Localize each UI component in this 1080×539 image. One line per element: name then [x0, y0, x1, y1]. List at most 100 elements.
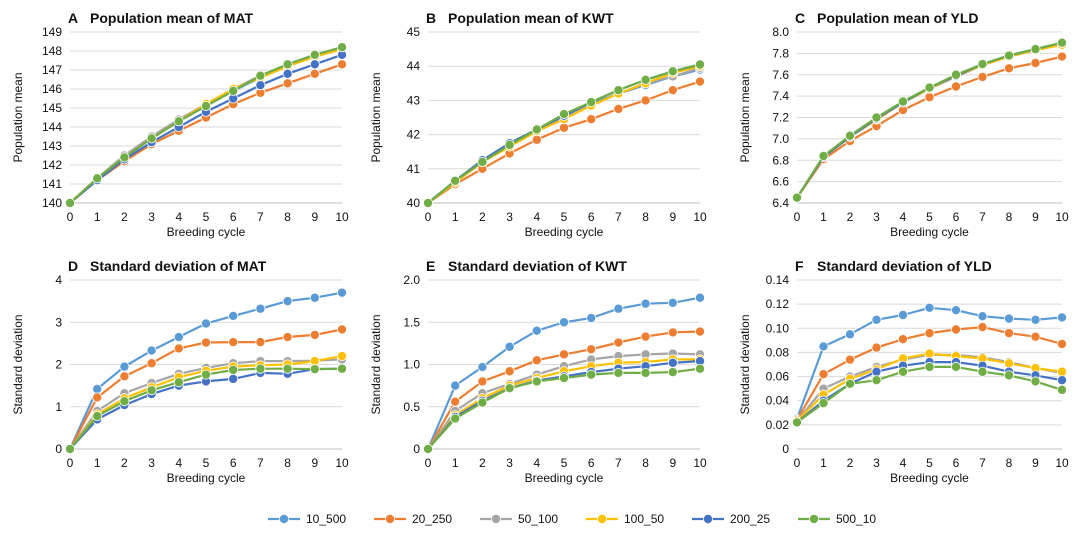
data-point-500_10 — [309, 49, 320, 60]
data-point-500_10 — [422, 197, 433, 208]
x-tick-label: 6 — [588, 456, 595, 470]
data-point-500_10 — [477, 397, 488, 408]
y-tick-label: 4 — [55, 273, 62, 287]
x-tick-label: 8 — [642, 456, 649, 470]
data-point-500_10 — [336, 363, 347, 374]
series-line-10_500 — [69, 48, 343, 204]
data-point-10_500 — [504, 341, 515, 352]
y-tick-label: 0 — [413, 442, 420, 456]
y-tick-label: 7.6 — [772, 68, 789, 82]
x-tick-label: 5 — [561, 456, 568, 470]
data-point-100_50 — [1004, 358, 1015, 369]
data-point-100_50 — [336, 351, 347, 362]
data-point-20_250 — [640, 95, 651, 106]
data-point-500_10 — [173, 377, 184, 388]
x-tick-label: 6 — [953, 210, 960, 224]
y-tick-label: 42 — [407, 128, 421, 142]
y-tick-label: 1.5 — [403, 315, 420, 329]
x-tick-label: 0 — [67, 210, 74, 224]
data-point-100_50 — [1057, 366, 1068, 377]
x-tick-label: 0 — [425, 210, 432, 224]
x-tick-label: 2 — [121, 210, 128, 224]
series-line-500_10 — [69, 46, 343, 204]
y-tick-label: 8.0 — [772, 25, 789, 39]
data-point-500_10 — [951, 361, 962, 372]
y-tick-label: 142 — [42, 158, 62, 172]
series-line-200_25 — [69, 53, 343, 204]
x-tick-label: 8 — [1006, 456, 1013, 470]
data-point-20_250 — [613, 337, 624, 348]
data-point-500_10 — [1004, 50, 1015, 61]
legend-label: 200_25 — [730, 512, 770, 526]
x-tick-label: 4 — [175, 210, 182, 224]
data-point-500_10 — [228, 85, 239, 96]
data-point-500_10 — [640, 74, 651, 85]
x-tick-label: 5 — [203, 456, 210, 470]
data-point-500_10 — [818, 150, 829, 161]
data-point-500_10 — [586, 97, 597, 108]
y-tick-label: 0 — [55, 442, 62, 456]
data-point-500_10 — [450, 413, 461, 424]
x-tick-label: 3 — [506, 210, 513, 224]
data-point-20_250 — [1030, 331, 1041, 342]
data-point-10_500 — [951, 305, 962, 316]
data-point-20_250 — [531, 134, 542, 145]
data-point-10_500 — [92, 384, 103, 395]
panel-letter: E — [426, 258, 435, 274]
data-point-20_250 — [1004, 63, 1015, 74]
data-point-20_250 — [898, 334, 909, 345]
data-point-20_250 — [1057, 51, 1068, 62]
data-point-10_500 — [255, 303, 266, 314]
legend-item-10_500: 10_500 — [268, 512, 346, 526]
y-tick-label: 145 — [42, 101, 62, 115]
data-point-10_500 — [871, 314, 882, 325]
y-tick-label: 6.8 — [772, 153, 789, 167]
data-point-20_250 — [309, 68, 320, 79]
data-point-20_250 — [695, 76, 706, 87]
series-line-10_500 — [427, 68, 701, 204]
series-line-50_100 — [69, 46, 343, 204]
data-point-20_250 — [173, 343, 184, 354]
data-point-10_500 — [146, 345, 157, 356]
x-tick-label: 10 — [335, 456, 349, 470]
data-point-10_500 — [309, 292, 320, 303]
legend-label: 20_250 — [412, 512, 452, 526]
series-line-10_500 — [796, 42, 1063, 199]
y-tick-label: 1.0 — [403, 358, 420, 372]
x-tick-label: 2 — [479, 210, 486, 224]
data-point-500_10 — [119, 152, 130, 163]
data-point-20_250 — [119, 371, 130, 382]
series-line-20_250 — [69, 63, 343, 204]
data-point-500_10 — [695, 363, 706, 374]
legend: 10_500 20_250 50_100 100_50 200_25 500_10 — [268, 512, 876, 526]
x-tick-label: 7 — [257, 210, 264, 224]
data-point-500_10 — [1030, 376, 1041, 387]
data-point-20_250 — [282, 78, 293, 89]
data-point-20_250 — [309, 329, 320, 340]
data-point-20_250 — [228, 337, 239, 348]
panel-letter: C — [795, 10, 805, 26]
x-tick-label: 1 — [452, 456, 459, 470]
data-point-500_10 — [871, 112, 882, 123]
data-point-200_25 — [282, 68, 293, 79]
x-tick-label: 4 — [900, 456, 907, 470]
x-tick-label: 2 — [479, 456, 486, 470]
x-tick-label: 7 — [257, 456, 264, 470]
y-axis-title: Standard deviation — [738, 314, 752, 414]
x-tick-label: 7 — [615, 456, 622, 470]
data-point-10_500 — [477, 362, 488, 373]
data-point-10_500 — [667, 297, 678, 308]
data-point-500_10 — [924, 82, 935, 93]
legend-item-20_250: 20_250 — [374, 512, 452, 526]
data-point-500_10 — [871, 375, 882, 386]
data-point-500_10 — [977, 59, 988, 70]
data-point-200_25 — [1057, 375, 1068, 386]
data-point-500_10 — [559, 109, 570, 120]
data-point-500_10 — [977, 366, 988, 377]
data-point-500_10 — [504, 139, 515, 150]
legend-marker — [597, 514, 608, 525]
data-point-500_10 — [613, 85, 624, 96]
data-point-500_10 — [613, 367, 624, 378]
legend-marker — [703, 514, 714, 525]
